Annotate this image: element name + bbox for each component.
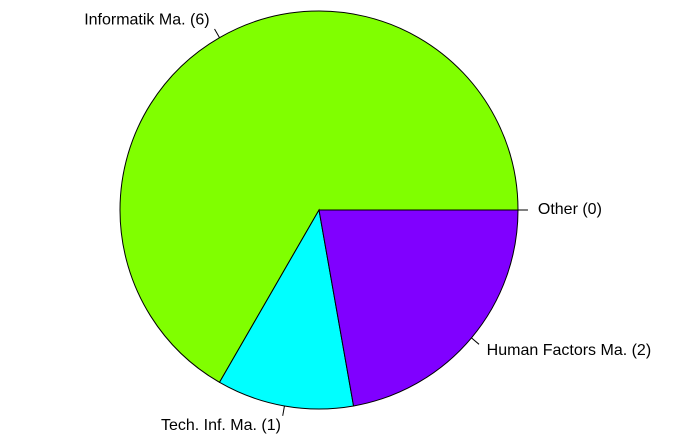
label-tick bbox=[214, 28, 220, 38]
slice-label: Other (0) bbox=[538, 201, 602, 218]
label-tick bbox=[471, 337, 480, 345]
pie-slice bbox=[318, 209, 519, 407]
label-tick bbox=[282, 405, 285, 416]
slice-label: Human Factors Ma. (2) bbox=[487, 342, 651, 359]
pie-slice bbox=[119, 10, 519, 384]
slice-label: Informatik Ma. (6) bbox=[84, 12, 209, 29]
slice-label: Tech. Inf. Ma. (1) bbox=[161, 417, 281, 434]
